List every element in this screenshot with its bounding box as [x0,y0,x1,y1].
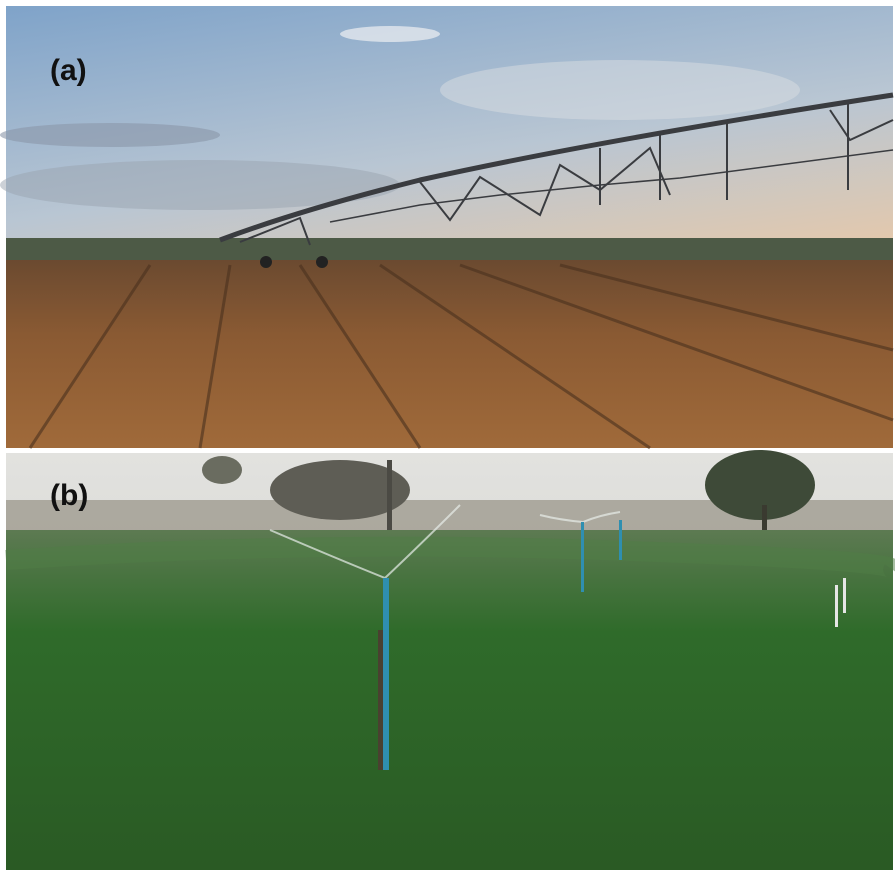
pasture [6,530,893,870]
field [6,260,893,448]
panel-label: (b) [50,479,88,512]
wheel [260,256,272,268]
tree [705,450,815,520]
tree [202,456,242,484]
panel-b: (b) [6,450,893,870]
wheel [316,256,328,268]
figure: (a) (b) [0,0,895,872]
sprinkler-riser [619,520,622,560]
post [843,578,846,613]
cloud [440,60,800,120]
treeline [6,238,893,262]
panel-a: (a) [0,6,893,448]
panel-label: (a) [50,54,87,87]
cloud [340,26,440,42]
sprinkler-riser [581,522,584,592]
stake [378,630,383,770]
cloud [0,123,220,147]
post [835,585,838,627]
tree-trunk [387,460,392,530]
sprinkler-riser [383,578,389,770]
